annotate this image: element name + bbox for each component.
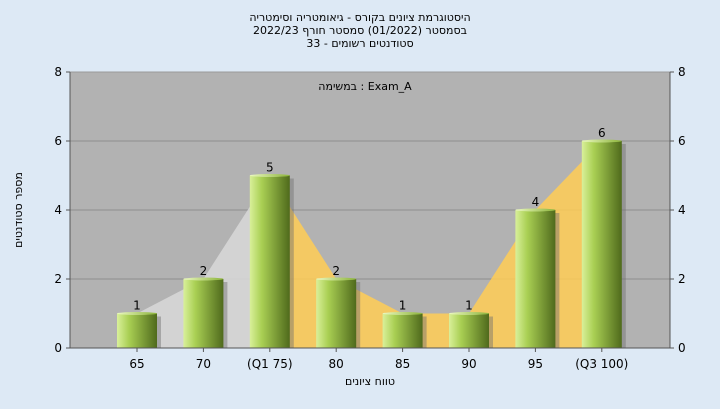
- bar: [316, 279, 357, 348]
- bar-top: [581, 139, 622, 143]
- bar: [449, 313, 489, 348]
- bar-top: [449, 312, 489, 315]
- y-tick-label-left: 6: [54, 134, 62, 148]
- y-tick-label-right: 6: [678, 134, 686, 148]
- y-tick-label-right: 8: [678, 65, 686, 79]
- x-tick-label: 65: [129, 357, 144, 371]
- bar-value-label: 2: [200, 264, 208, 278]
- y-tick-label-left: 2: [54, 272, 62, 286]
- bar-value-label: 2: [332, 264, 340, 278]
- y-tick-label-left: 0: [54, 341, 62, 355]
- task-annotation: Exam_A : במשימה: [318, 80, 412, 93]
- y-axis-label: מספר סטודנטים: [12, 172, 25, 248]
- x-tick-label: 80: [329, 357, 344, 371]
- bar: [581, 141, 622, 348]
- bar-top: [117, 312, 157, 315]
- y-tick-label-right: 0: [678, 341, 686, 355]
- bar: [183, 279, 224, 348]
- x-tick-label: 90: [461, 357, 476, 371]
- bar-top: [249, 174, 290, 177]
- chart-title-line-1: היסטוגרמת ציונים בקורס - גיאומטריה וסימט…: [249, 11, 470, 24]
- bar-value-label: 4: [532, 195, 540, 209]
- y-tick-label-right: 2: [678, 272, 686, 286]
- bar-value-label: 6: [598, 126, 606, 140]
- bar-value-label: 1: [465, 299, 473, 313]
- x-tick-label: 85: [395, 357, 410, 371]
- bar-top: [382, 312, 423, 315]
- bar-value-label: 1: [399, 299, 407, 313]
- y-tick-label-left: 8: [54, 65, 62, 79]
- bar: [249, 175, 290, 348]
- bar: [117, 313, 157, 348]
- chart-title-line-3: 33 - סטודנטים רשומים: [306, 37, 413, 50]
- bar-value-label: 1: [133, 299, 141, 313]
- y-tick-label-left: 4: [54, 203, 62, 217]
- bar-top: [316, 277, 357, 281]
- axes: 0 02 24 46 68 865 70 (Q1 75) 80 85 90 95 (Q3 100): [54, 65, 685, 371]
- x-tick-label: (Q3 100): [575, 357, 628, 371]
- x-tick-label: 95: [528, 357, 543, 371]
- y-tick-label-right: 4: [678, 203, 686, 217]
- bar-top: [183, 277, 224, 281]
- bar: [515, 210, 556, 348]
- x-tick-label: 70: [196, 357, 211, 371]
- bars: 1 2 5 2 1 1 4 6: [117, 126, 626, 348]
- bar-value-label: 5: [266, 161, 274, 175]
- bar: [382, 313, 423, 348]
- chart-title-line-2: בסמסטר (01/2022) סמסטר חורף 2022/23: [253, 24, 467, 37]
- x-tick-label: (Q1 75): [247, 357, 293, 371]
- x-axis-label: טווח ציונים: [345, 375, 395, 388]
- bar-top: [515, 208, 556, 212]
